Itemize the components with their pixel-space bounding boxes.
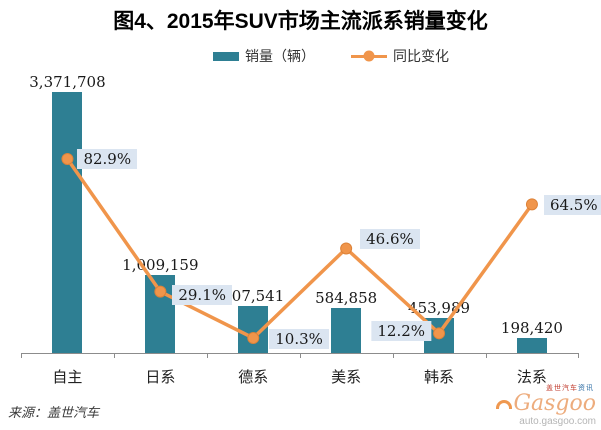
yoy-percent-label: 12.2% [371,321,432,342]
sales-value-label: 3,371,708 [29,73,106,91]
x-axis-tick [113,353,115,358]
x-axis-category-label: 自主 [52,369,83,386]
logo-domain: auto.gasgoo.com [519,416,596,427]
x-axis-tick [578,353,580,358]
sales-value-label: 1,009,159 [122,256,199,274]
chart-title: 图4、2015年SUV市场主流派系销量变化 [113,10,488,33]
legend-label-sales: 销量（辆） [245,48,315,64]
line-marker-icon [363,50,375,62]
yoy-percent-label: 64.5% [543,195,601,216]
logo-tagline: 盖世汽车资讯 [496,385,594,392]
logo-text: Gasgoo [513,391,596,416]
sales-bar [516,338,547,353]
swoosh-icon [496,400,513,409]
yoy-percent-label: 46.6% [360,229,420,250]
x-axis-tick [206,353,208,358]
x-axis-category-label: 德系 [238,369,269,386]
x-axis-tick [299,353,301,358]
logo-wordmark: Gasgoo [496,393,596,415]
sales-bar [331,308,362,353]
x-axis-tick [392,353,394,358]
legend-item-sales: 销量（辆） [213,46,315,66]
logo-tagline-blue: 资讯 [578,385,594,392]
yoy-percent-label: 29.1% [172,284,232,305]
x-axis-category-label: 美系 [331,369,362,386]
source-note: 来源：盖世汽车 [8,405,100,420]
gasgoo-logo: 盖世汽车资讯 Gasgoo auto.gasgoo.com [496,385,596,427]
legend-item-yoy: 同比变化 [351,46,449,66]
yoy-percent-label: 82.9% [77,148,138,169]
x-axis-category-label: 法系 [516,369,547,386]
yoy-marker [525,198,538,211]
x-axis-category-label: 韩系 [424,369,455,386]
yoy-marker [340,242,353,255]
x-axis-tick [485,353,487,358]
sales-value-label: 198,420 [500,319,563,337]
x-axis-tick [21,353,22,358]
bar-swatch-icon [213,51,239,61]
yoy-percent-label: 10.3% [269,329,329,349]
line-swatch-icon [351,50,387,62]
sales-bar [238,306,269,353]
sales-bar [52,92,83,353]
sales-bar [145,275,176,353]
legend-label-yoy: 同比变化 [393,48,449,64]
logo-tagline-red: 盖世汽车 [546,385,578,392]
x-axis-category-label: 日系 [145,369,176,386]
legend: 销量（辆） 同比变化 [213,46,449,66]
sales-value-label: 453,989 [408,299,471,317]
